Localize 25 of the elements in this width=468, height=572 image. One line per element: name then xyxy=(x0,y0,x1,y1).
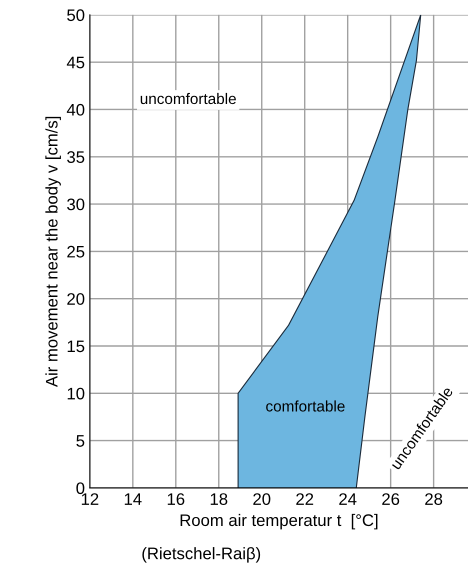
y-axis-title: Air movement near the body v [cm/s] xyxy=(45,116,61,388)
x-axis-title: Room air temperatur t [°C] xyxy=(180,514,378,530)
x-tick-label: 26 xyxy=(382,493,400,506)
x-tick-label: 22 xyxy=(296,493,314,505)
y-tick-label: 50 xyxy=(67,9,84,22)
y-tick-label: 5 xyxy=(76,435,84,447)
y-tick-label: 40 xyxy=(66,104,84,116)
y-tick-label: 10 xyxy=(68,388,84,400)
annotation: comfortable xyxy=(266,400,345,412)
y-tick-label: 30 xyxy=(67,198,84,210)
y-tick-label: 0 xyxy=(76,482,84,494)
y-tick-label: 25 xyxy=(67,246,84,258)
x-tick-label: 14 xyxy=(124,493,142,505)
x-tick-label: 12 xyxy=(82,493,98,505)
text: (Rietschel-Raiβ) xyxy=(142,547,260,563)
y-tick-label: 20 xyxy=(67,293,84,305)
annotation: uncomfortable xyxy=(140,92,236,104)
x-tick-label: 18 xyxy=(210,493,228,506)
y-tick-label: 45 xyxy=(66,56,84,68)
x-tick-label: 28 xyxy=(425,493,442,506)
y-tick-label: 35 xyxy=(67,151,84,163)
x-tick-label: 20 xyxy=(253,493,270,506)
x-tick-label: 16 xyxy=(168,493,184,506)
x-tick-label: 24 xyxy=(339,493,356,505)
y-tick-label: 15 xyxy=(68,340,84,352)
